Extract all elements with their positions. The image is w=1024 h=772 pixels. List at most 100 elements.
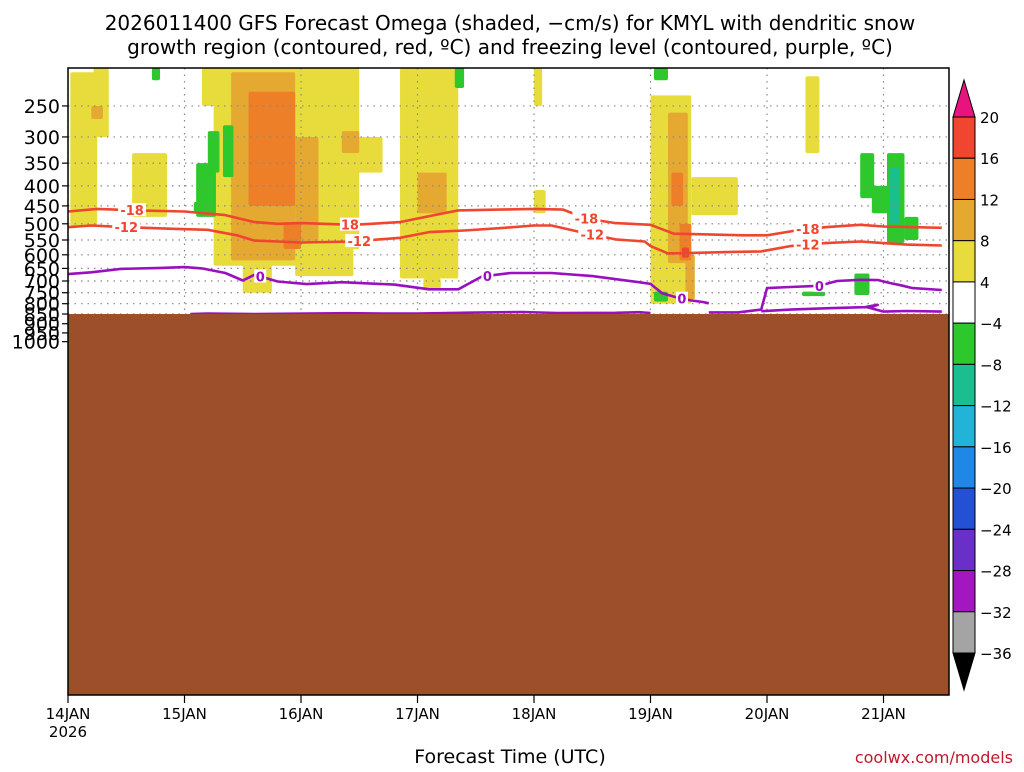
shade-region-16	[91, 105, 103, 120]
colorbar-label-7: −12	[980, 398, 1012, 416]
colorbar-swatch-7	[952, 363, 976, 407]
contour-label-1-1: -12	[348, 235, 372, 250]
shade-region-20	[417, 172, 447, 214]
x-tick-label-20JAN: 20JAN	[745, 705, 790, 723]
shade-region-14	[691, 177, 738, 216]
colorbar-label-5: −4	[980, 315, 1002, 333]
x-tick-label-15JAN: 15JAN	[162, 705, 207, 723]
colorbar-swatch-12	[952, 570, 976, 613]
colorbar-swatch-1	[952, 116, 976, 159]
shade-region-33	[454, 68, 465, 89]
shade-region-25	[671, 172, 684, 206]
y-tick-label-650: 650	[24, 258, 60, 280]
y-tick-label-450: 450	[24, 196, 60, 218]
contour-label-bg-2-1	[481, 268, 494, 282]
y-tick-label-900: 900	[24, 314, 60, 336]
shade-region-37	[854, 273, 870, 295]
shade-region-2	[132, 153, 168, 217]
shade-region-18	[295, 136, 319, 244]
contour-label-bg-3-0	[813, 278, 826, 292]
contour-label-2-0: 0	[256, 271, 265, 286]
shade-region-34	[653, 68, 668, 81]
shade-region-23	[248, 91, 296, 206]
shade-region-24	[283, 223, 301, 250]
y-tick-label-800: 800	[24, 294, 60, 316]
contour-label-bg-0-2	[572, 211, 601, 225]
contour-label-0-0: -18	[120, 204, 144, 219]
y-tick-label-600: 600	[24, 245, 60, 267]
shade-region-32	[222, 125, 234, 178]
colorbar-label-13: −36	[980, 645, 1012, 663]
shade-region-36	[801, 291, 826, 297]
contour-label-3-0: 0	[815, 280, 824, 295]
colorbar-label-1: 16	[980, 150, 999, 168]
x-axis-title: Forecast Time (UTC)	[414, 746, 605, 768]
colorbar-label-0: 20	[980, 109, 999, 127]
contour--18-0	[68, 207, 942, 237]
y-tick-label-350: 350	[24, 153, 60, 175]
shade-region-39	[871, 185, 890, 214]
contour-label-1-2: -12	[581, 229, 605, 244]
colorbar-top-arrow	[952, 78, 976, 118]
contour-label-bg-1-0	[112, 220, 141, 234]
colorbar-swatch-2	[952, 157, 976, 200]
shade-region-1	[93, 68, 109, 137]
colorbar-label-11: −28	[980, 563, 1012, 581]
contour-label-bg-1-3	[793, 237, 822, 251]
contour-0-4	[761, 303, 942, 313]
colorbar-swatch-11	[952, 528, 976, 572]
x-axis: 14JAN 15JAN 16JAN 17JAN 18JAN 19JAN 20JAN 21JAN…	[46, 695, 906, 741]
colorbar-label-4: 4	[980, 274, 990, 292]
contour-label-0-2: -18	[575, 213, 599, 228]
shade-region-19	[341, 131, 360, 154]
colorbar-swatch-9	[952, 446, 976, 489]
contour-label-1-3: -12	[796, 239, 820, 254]
omega-shading	[70, 68, 919, 304]
contour-0-2	[68, 265, 710, 305]
x-year-label: 2026	[49, 723, 87, 741]
y-axis: 250 300 3504004505005506006507007508008509…	[12, 96, 68, 354]
shade-region-31	[207, 131, 220, 173]
shade-region-41	[904, 216, 919, 240]
contour-label-0-1: 18	[341, 219, 359, 234]
chart-title-line-1: 2026011400 GFS Forecast Omega (shaded, −…	[105, 11, 916, 35]
contour-label-bg-0-3	[793, 222, 822, 236]
shade-region-22	[685, 254, 695, 300]
y-tick-label-500: 500	[24, 214, 60, 236]
colorbar-label-12: −32	[980, 604, 1012, 622]
y-tick-label-550: 550	[24, 230, 60, 252]
shade-region-15	[805, 76, 820, 154]
contour-label-2-2: 0	[677, 293, 686, 308]
contour-label-2-1: 0	[483, 270, 492, 285]
contour-0-5	[190, 310, 651, 316]
colorbar-swatch-5	[952, 281, 976, 324]
shade-region-28	[151, 68, 161, 81]
colorbar-swatch-8	[952, 405, 976, 448]
chart-title-line-2: growth region (contoured, red, ºC) and f…	[127, 35, 893, 59]
colorbar-label-3: 8	[980, 233, 990, 251]
y-tick-label-850: 850	[24, 304, 60, 326]
colorbar-swatch-4	[952, 240, 976, 283]
shade-region-12	[534, 190, 546, 214]
colorbar: 20 16 12 8 4 −4 −8 −12 −16 −20 −24 −28 −32 −36	[952, 78, 1012, 692]
contour-label-0-3: -18	[796, 223, 820, 238]
colorbar-bottom-arrow	[952, 652, 976, 692]
y-tick-label-250: 250	[24, 96, 60, 118]
colorbar-swatch-3	[952, 198, 976, 242]
contour-label-bg-2-0	[254, 269, 267, 283]
y-tick-label-300: 300	[24, 127, 60, 149]
terrain-fill	[68, 314, 949, 695]
colorbar-label-2: 12	[980, 191, 999, 209]
colorbar-swatch-10	[952, 487, 976, 530]
y-tick-label-700: 700	[24, 271, 60, 293]
terrain-mask	[68, 314, 949, 695]
x-tick-label-18JAN: 18JAN	[512, 705, 557, 723]
colorbar-swatch-13	[952, 611, 976, 654]
y-tick-label-1000: 1000	[12, 332, 60, 354]
y-tick-label-950: 950	[24, 323, 60, 345]
y-tick-label-400: 400	[24, 176, 60, 198]
plot-frame	[67, 67, 950, 696]
contour-label-bg-0-1	[339, 217, 360, 231]
